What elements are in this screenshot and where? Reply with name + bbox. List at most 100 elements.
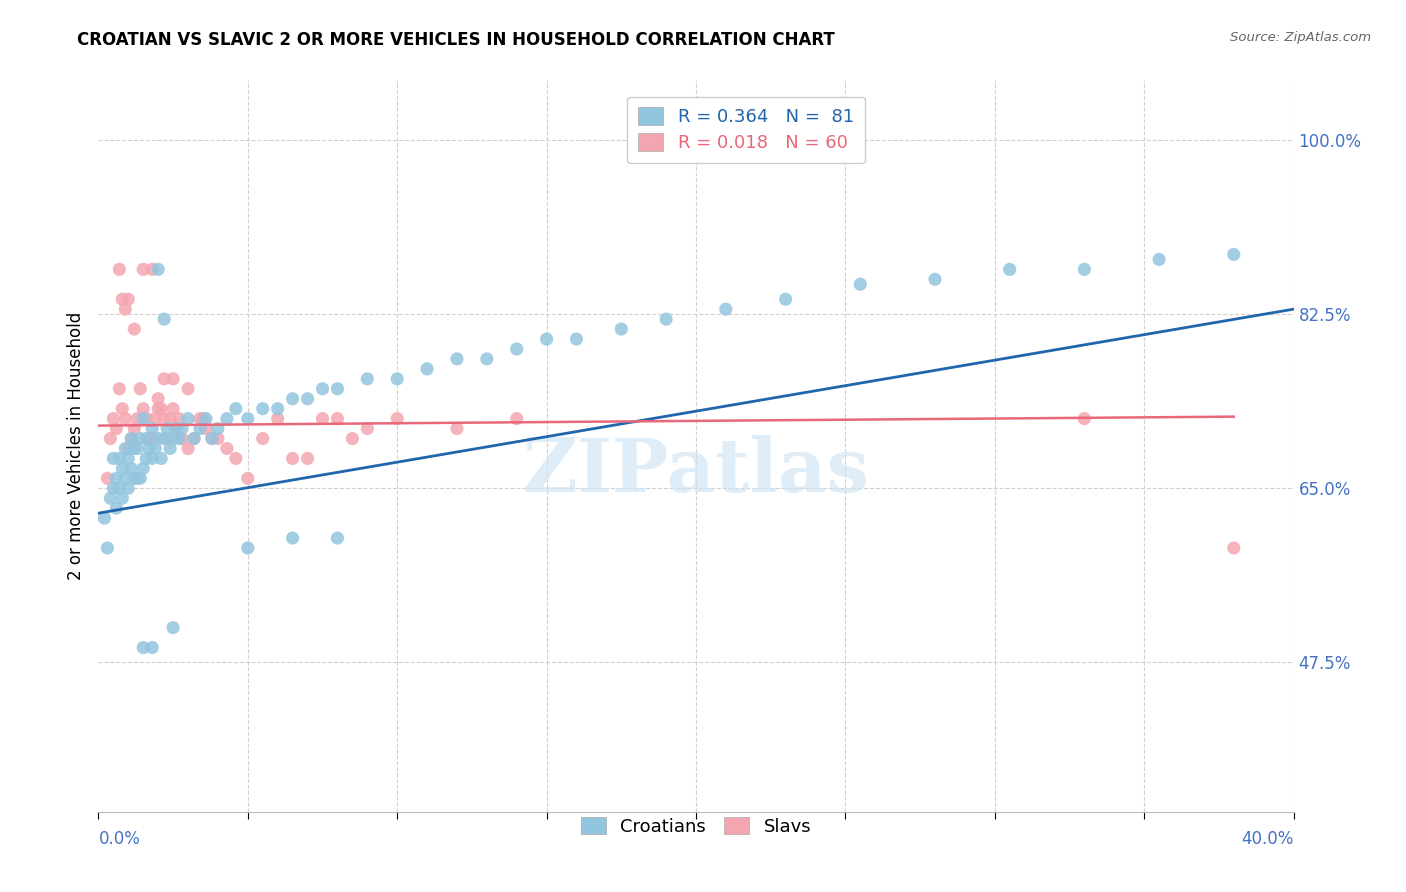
Point bbox=[924, 272, 946, 286]
Point bbox=[108, 451, 131, 466]
Point bbox=[356, 421, 378, 435]
Point bbox=[143, 442, 166, 456]
Point bbox=[114, 411, 136, 425]
Point bbox=[135, 451, 157, 466]
Point bbox=[172, 432, 194, 446]
Point bbox=[446, 351, 468, 366]
Point bbox=[124, 442, 146, 456]
Point bbox=[225, 451, 247, 466]
Point bbox=[117, 292, 139, 306]
Point bbox=[177, 442, 200, 456]
Point bbox=[132, 262, 155, 277]
Point bbox=[165, 421, 187, 435]
Point bbox=[132, 401, 155, 416]
Point bbox=[297, 392, 319, 406]
Point bbox=[150, 401, 173, 416]
Point bbox=[141, 421, 163, 435]
Point bbox=[129, 432, 152, 446]
Point bbox=[117, 451, 139, 466]
Point bbox=[162, 432, 184, 446]
Point bbox=[96, 471, 118, 485]
Point bbox=[195, 421, 218, 435]
Point bbox=[114, 442, 136, 456]
Point bbox=[156, 432, 179, 446]
Point bbox=[188, 411, 211, 425]
Point bbox=[103, 451, 125, 466]
Point bbox=[183, 432, 205, 446]
Y-axis label: 2 or more Vehicles in Household: 2 or more Vehicles in Household bbox=[66, 312, 84, 580]
Point bbox=[849, 277, 872, 292]
Point bbox=[98, 491, 122, 506]
Point bbox=[998, 262, 1021, 277]
Point bbox=[120, 432, 142, 446]
Point bbox=[135, 432, 157, 446]
Text: CROATIAN VS SLAVIC 2 OR MORE VEHICLES IN HOUSEHOLD CORRELATION CHART: CROATIAN VS SLAVIC 2 OR MORE VEHICLES IN… bbox=[77, 31, 835, 49]
Point bbox=[120, 461, 142, 475]
Point bbox=[356, 372, 378, 386]
Point bbox=[114, 302, 136, 317]
Point bbox=[167, 432, 190, 446]
Point bbox=[610, 322, 633, 336]
Point bbox=[148, 401, 170, 416]
Point bbox=[267, 401, 290, 416]
Point bbox=[281, 392, 304, 406]
Point bbox=[191, 411, 214, 425]
Point bbox=[111, 292, 134, 306]
Text: ZIPatlas: ZIPatlas bbox=[523, 435, 869, 508]
Point bbox=[127, 471, 149, 485]
Point bbox=[385, 372, 409, 386]
Point bbox=[143, 411, 166, 425]
Point bbox=[162, 621, 184, 635]
Point bbox=[311, 382, 333, 396]
Point bbox=[162, 372, 184, 386]
Point bbox=[172, 421, 194, 435]
Point bbox=[267, 411, 290, 425]
Point bbox=[236, 411, 259, 425]
Point bbox=[565, 332, 588, 346]
Point bbox=[132, 461, 155, 475]
Point bbox=[127, 411, 149, 425]
Point bbox=[326, 531, 349, 545]
Point bbox=[138, 442, 160, 456]
Point bbox=[281, 531, 304, 545]
Point bbox=[111, 401, 134, 416]
Point bbox=[111, 461, 134, 475]
Point bbox=[117, 481, 139, 495]
Point bbox=[105, 501, 128, 516]
Point bbox=[138, 432, 160, 446]
Point bbox=[103, 481, 125, 495]
Point bbox=[127, 442, 149, 456]
Point bbox=[236, 471, 259, 485]
Point bbox=[1223, 541, 1246, 555]
Point bbox=[93, 511, 115, 525]
Point bbox=[159, 411, 181, 425]
Point bbox=[124, 421, 146, 435]
Point bbox=[117, 442, 139, 456]
Point bbox=[342, 432, 364, 446]
Point bbox=[148, 262, 170, 277]
Point bbox=[124, 322, 146, 336]
Point bbox=[1073, 411, 1095, 425]
Legend: Croatians, Slavs: Croatians, Slavs bbox=[574, 810, 818, 843]
Point bbox=[416, 362, 439, 376]
Text: Source: ZipAtlas.com: Source: ZipAtlas.com bbox=[1230, 31, 1371, 45]
Point bbox=[105, 421, 128, 435]
Point bbox=[111, 491, 134, 506]
Point bbox=[201, 432, 224, 446]
Point bbox=[108, 481, 131, 495]
Point bbox=[506, 342, 529, 356]
Point bbox=[177, 411, 200, 425]
Point bbox=[775, 292, 797, 306]
Point bbox=[252, 432, 274, 446]
Point bbox=[506, 411, 529, 425]
Point bbox=[96, 541, 118, 555]
Point bbox=[135, 411, 157, 425]
Point bbox=[132, 640, 155, 655]
Point bbox=[103, 411, 125, 425]
Point bbox=[183, 432, 205, 446]
Point bbox=[129, 382, 152, 396]
Point bbox=[167, 411, 190, 425]
Point bbox=[225, 401, 247, 416]
Point bbox=[162, 401, 184, 416]
Point bbox=[1073, 262, 1095, 277]
